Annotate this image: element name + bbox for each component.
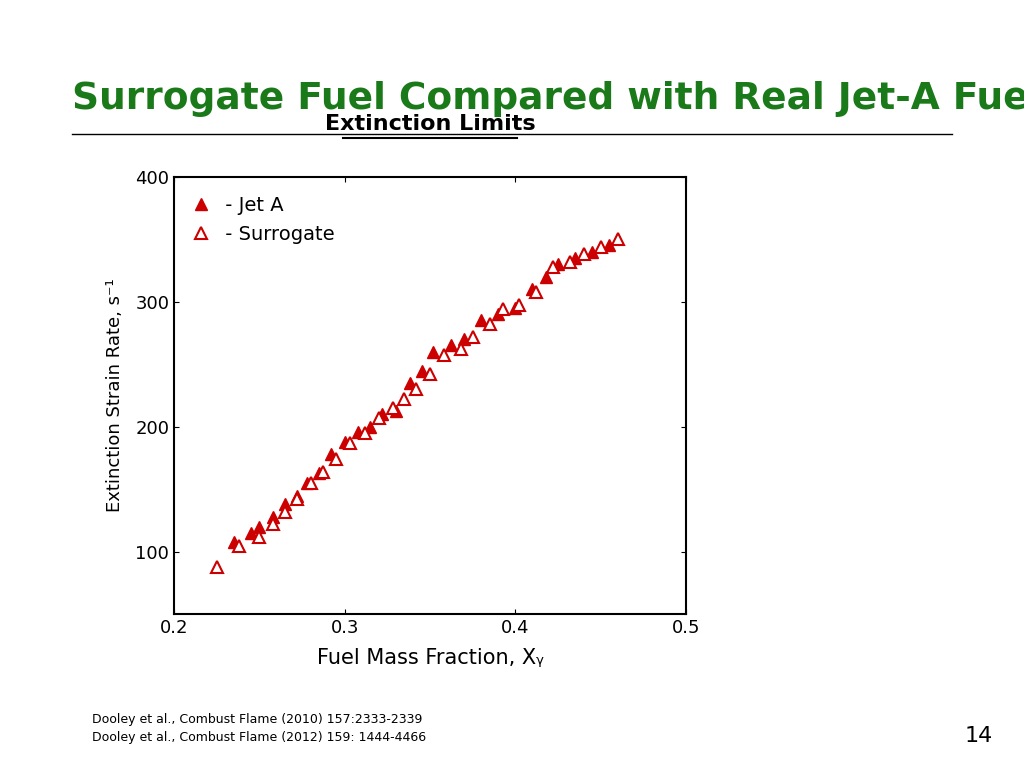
Text: Dooley et al., Combust Flame (2010) 157:2333-2339: Dooley et al., Combust Flame (2010) 157:…: [92, 713, 423, 726]
Y-axis label: Extinction Strain Rate, s⁻¹: Extinction Strain Rate, s⁻¹: [106, 279, 124, 512]
Text: 14: 14: [965, 726, 993, 746]
Text: Surrogate Fuel Compared with Real Jet-A Fuel: Surrogate Fuel Compared with Real Jet-A …: [72, 81, 1024, 117]
Legend:  - Jet A,  - Surrogate: - Jet A, - Surrogate: [183, 187, 344, 253]
Text: Extinction Limits: Extinction Limits: [325, 114, 536, 134]
X-axis label: Fuel Mass Fraction, Xᵧ: Fuel Mass Fraction, Xᵧ: [316, 648, 544, 668]
Text: Dooley et al., Combust Flame (2012) 159: 1444-4466: Dooley et al., Combust Flame (2012) 159:…: [92, 731, 426, 744]
